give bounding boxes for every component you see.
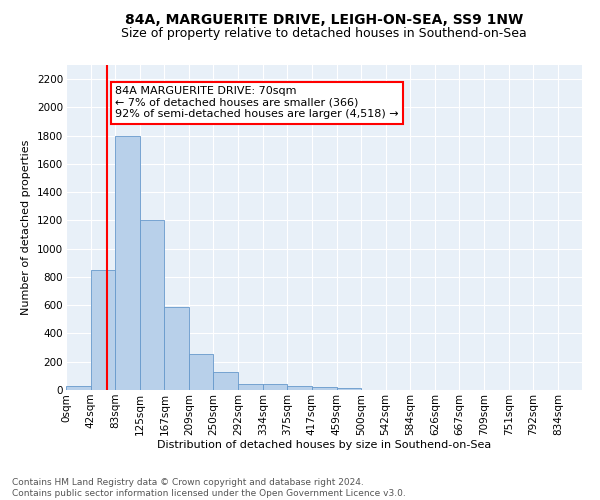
Text: Contains HM Land Registry data © Crown copyright and database right 2024.
Contai: Contains HM Land Registry data © Crown c… xyxy=(12,478,406,498)
Bar xyxy=(214,372,238,390)
X-axis label: Distribution of detached houses by size in Southend-on-Sea: Distribution of detached houses by size … xyxy=(157,440,491,450)
Bar xyxy=(312,387,337,390)
Bar xyxy=(263,384,287,390)
Bar xyxy=(66,386,91,390)
Text: 84A, MARGUERITE DRIVE, LEIGH-ON-SEA, SS9 1NW: 84A, MARGUERITE DRIVE, LEIGH-ON-SEA, SS9… xyxy=(125,12,523,26)
Text: Size of property relative to detached houses in Southend-on-Sea: Size of property relative to detached ho… xyxy=(121,28,527,40)
Text: 84A MARGUERITE DRIVE: 70sqm
← 7% of detached houses are smaller (366)
92% of sem: 84A MARGUERITE DRIVE: 70sqm ← 7% of deta… xyxy=(115,86,398,120)
Bar xyxy=(115,136,140,390)
Bar xyxy=(140,220,164,390)
Bar xyxy=(238,384,263,390)
Bar xyxy=(337,388,361,390)
Bar xyxy=(91,270,115,390)
Y-axis label: Number of detached properties: Number of detached properties xyxy=(22,140,31,315)
Bar xyxy=(287,386,312,390)
Bar xyxy=(164,308,189,390)
Bar xyxy=(189,354,214,390)
